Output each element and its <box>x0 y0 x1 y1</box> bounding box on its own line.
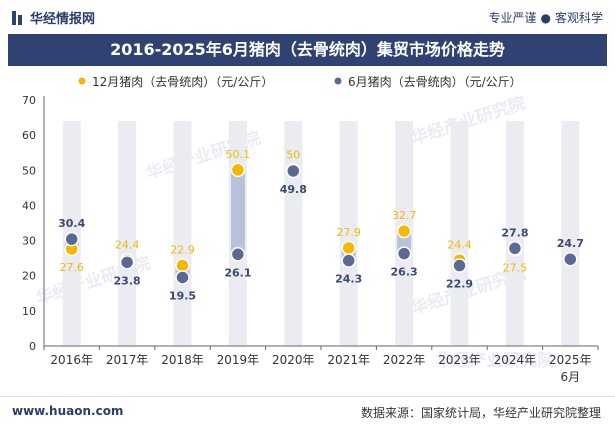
category-column <box>561 121 580 346</box>
x-tick-sublabel: 6月 <box>560 370 580 384</box>
data-points <box>64 162 578 285</box>
x-tick-label: 2025年 <box>549 353 592 367</box>
label-june: 19.5 <box>169 289 196 302</box>
brand[interactable]: 华经情报网 <box>12 8 95 27</box>
label-june: 27.8 <box>501 226 528 239</box>
y-tick-label: 30 <box>22 235 36 248</box>
tagline-right: 客观科学 <box>554 11 603 25</box>
point-december <box>341 240 356 256</box>
point-june <box>452 258 467 273</box>
x-tick-label: 2018年 <box>161 353 204 367</box>
y-tick-label: 50 <box>22 164 36 177</box>
x-tick-label: 2016年 <box>50 353 93 367</box>
tagline: 专业严谨 ● 客观科学 <box>488 9 603 26</box>
legend-marker <box>78 77 86 85</box>
point-june <box>64 231 79 247</box>
category-column <box>505 121 524 346</box>
label-june: 24.3 <box>335 273 362 286</box>
watermark-text: 华经产业研究院 <box>436 350 555 371</box>
x-tick-label: 2021年 <box>327 353 370 367</box>
point-june <box>286 163 301 179</box>
category-column <box>339 121 358 346</box>
label-december: 50.1 <box>226 148 251 161</box>
brand-name: 华经情报网 <box>30 12 96 27</box>
x-tick-label: 2019年 <box>217 353 260 367</box>
y-tick-label: 20 <box>22 270 36 283</box>
category-column <box>118 121 137 346</box>
point-june <box>230 247 246 262</box>
point-june <box>175 270 190 285</box>
category-column <box>173 121 192 346</box>
label-june: 24.7 <box>557 237 584 250</box>
label-june: 26.3 <box>391 266 418 279</box>
x-axis: 2016年 2017年 2018年 2019年 2020年 2021年 2022年 2023年… <box>43 345 599 384</box>
point-december <box>396 223 412 239</box>
tagline-dot-icon: ● <box>540 11 551 25</box>
y-tick-label: 60 <box>22 129 36 142</box>
label-june: 30.4 <box>58 217 85 230</box>
x-tick-label: 2024年 <box>494 353 537 367</box>
label-december: 27.9 <box>336 226 361 239</box>
y-tick-label: 70 <box>22 94 36 107</box>
label-december: 24.4 <box>447 238 472 251</box>
x-tick-label: 2023年 <box>438 353 481 367</box>
footer-source: 数据来源：国家统计局，华经产业研究院整理 <box>360 406 601 420</box>
legend-label: 6月猪肉（去骨统肉）（元/公斤） <box>348 75 522 89</box>
category-column <box>450 121 469 346</box>
y-tick-label: 10 <box>22 305 36 318</box>
label-june: 23.8 <box>114 274 141 287</box>
difference-bar <box>230 169 245 255</box>
label-june: 26.1 <box>224 266 251 279</box>
chart-title: 2016-2025年6月猪肉（去骨统肉）集贸市场价格走势 <box>8 34 607 66</box>
label-december: 27.5 <box>503 261 528 274</box>
label-december: 32.7 <box>392 209 417 222</box>
point-june <box>119 255 135 270</box>
category-column <box>284 121 303 346</box>
label-december: 22.9 <box>170 244 195 257</box>
tagline-left: 专业严谨 <box>488 11 537 25</box>
label-december: 50 <box>286 148 300 161</box>
brand-logo-icon <box>12 11 22 25</box>
label-december: 24.4 <box>115 238 140 251</box>
point-june <box>563 251 578 267</box>
point-june <box>341 253 356 268</box>
category-columns <box>62 121 580 346</box>
legend-marker <box>334 77 342 85</box>
x-tick-label: 2017年 <box>106 353 149 367</box>
x-tick-label: 2020年 <box>272 353 315 367</box>
point-december <box>175 258 190 273</box>
point-june <box>507 241 523 256</box>
label-june: 49.8 <box>280 183 307 196</box>
data-labels: 27.6 30.4 24.4 23.8 22.9 19.5 50.1 26.1 50 49.8 27… <box>58 148 584 303</box>
point-december <box>230 162 246 178</box>
label-december: 27.6 <box>59 261 84 274</box>
footer-website[interactable]: www.huaon.com <box>12 404 124 418</box>
label-june: 22.9 <box>446 278 473 291</box>
legend-label: 12月猪肉（去骨统肉）（元/公斤） <box>92 75 273 89</box>
top-bar: 华经情报网 专业严谨 ● 客观科学 <box>0 0 615 34</box>
chart: 华经产业研究院华经产业研究院华经产业研究院华经产业研究院华经产业研究院 12月猪… <box>22 75 599 384</box>
x-tick-label: 2022年 <box>383 353 426 367</box>
point-june <box>396 246 412 261</box>
legend: 12月猪肉（去骨统肉）（元/公斤） 6月猪肉（去骨统肉）（元/公斤） <box>78 75 522 89</box>
y-tick-label: 40 <box>22 199 36 212</box>
footer: www.huaon.com 数据来源：国家统计局，华经产业研究院整理 <box>0 396 615 428</box>
y-axis: 0 10 20 30 40 50 60 70 <box>22 94 45 353</box>
y-tick-label: 0 <box>29 340 36 353</box>
